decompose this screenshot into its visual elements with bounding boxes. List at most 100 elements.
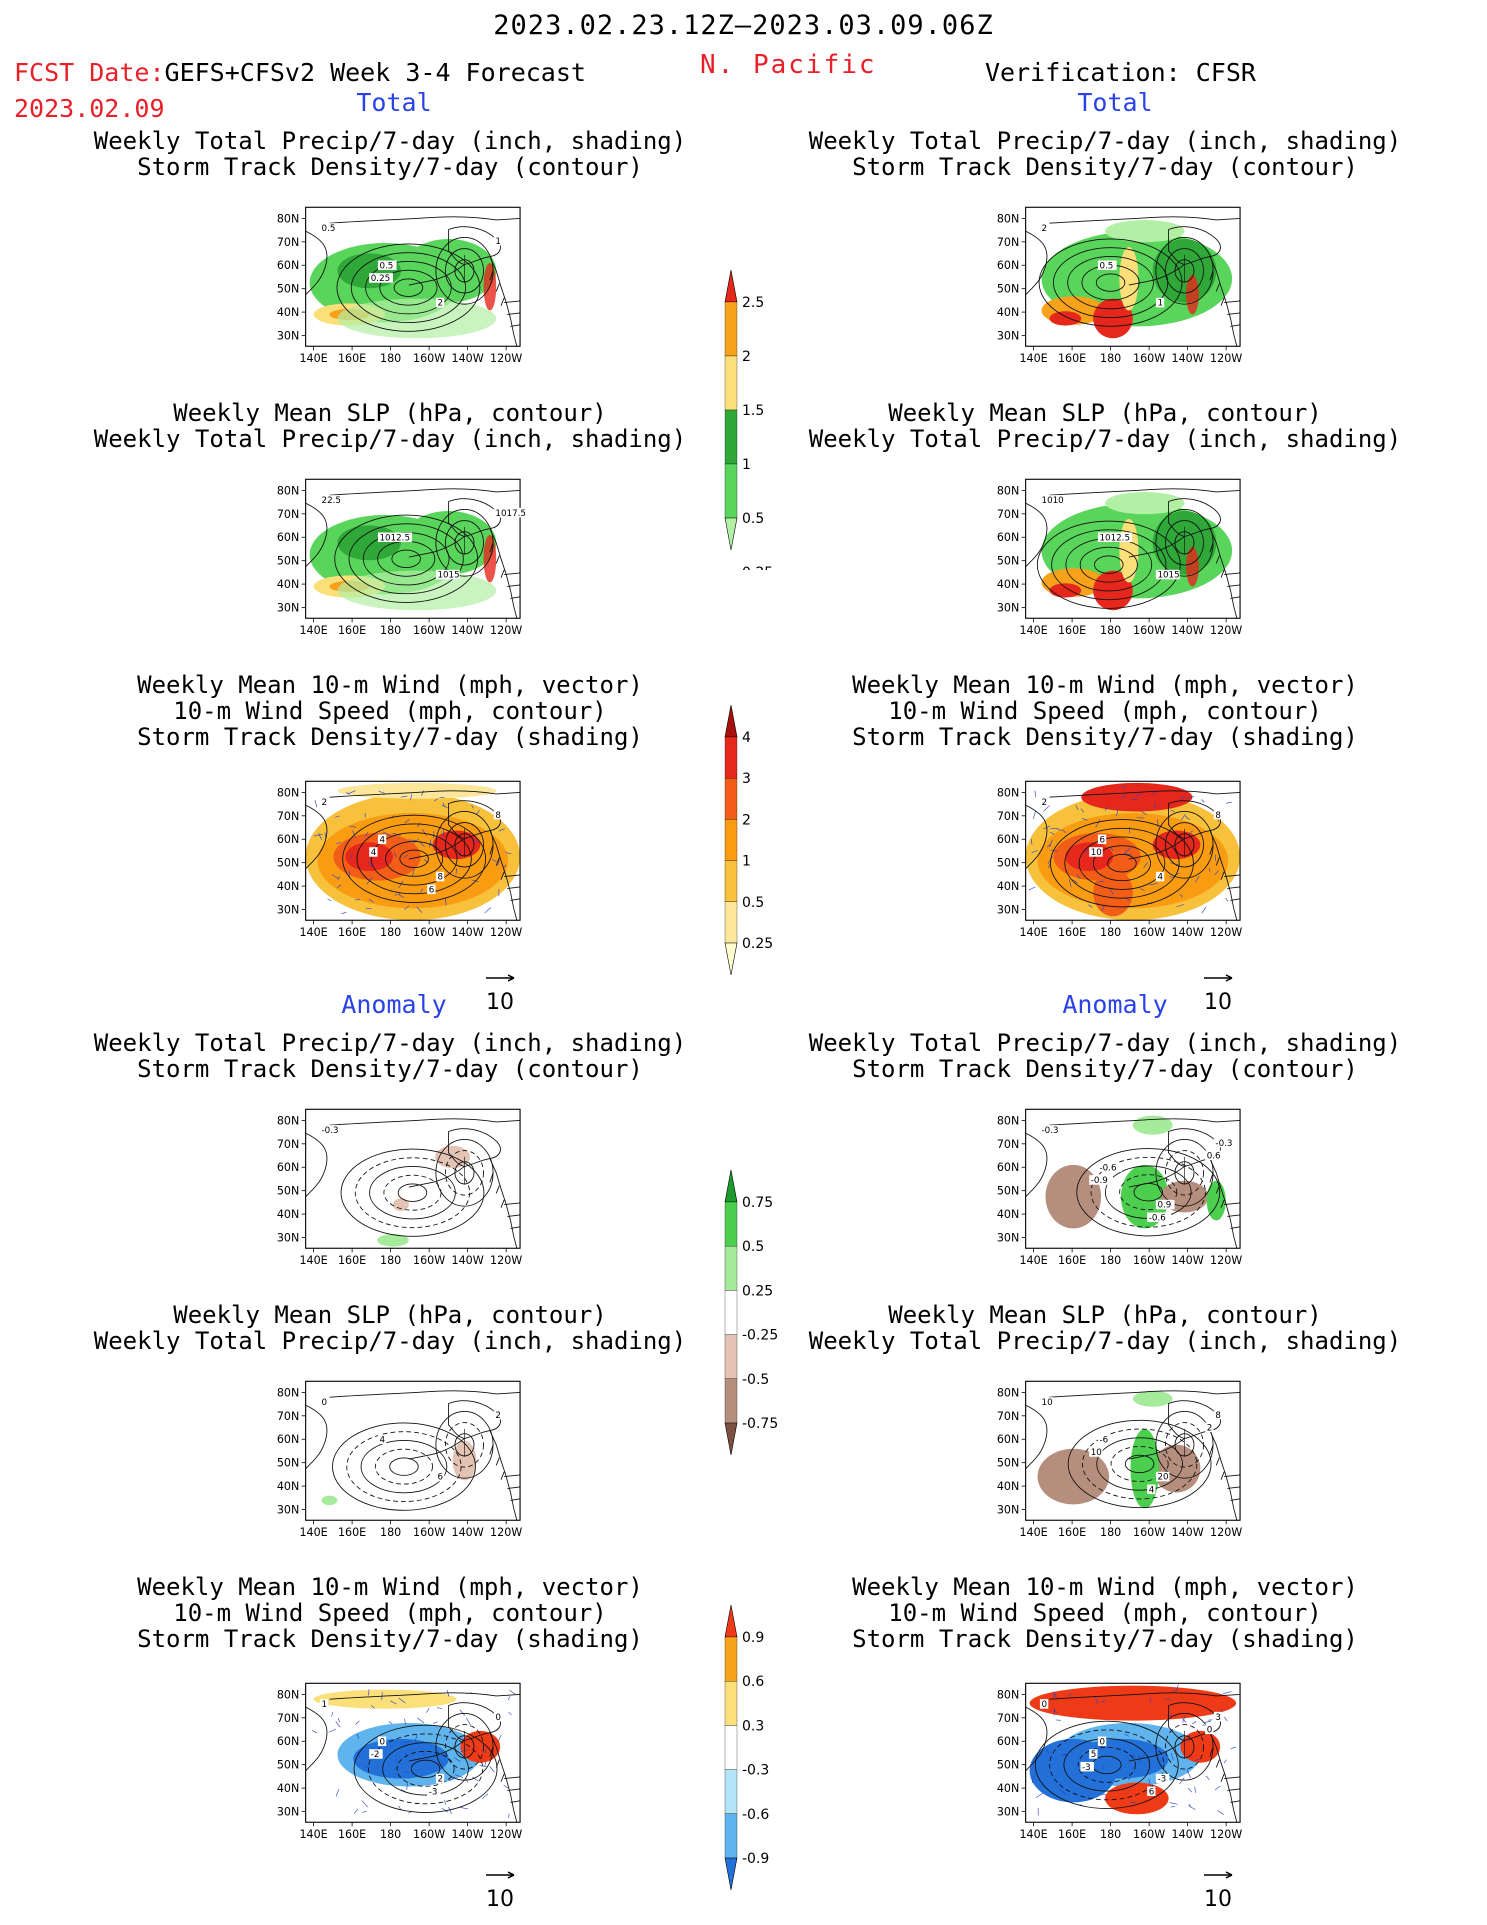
contour-line	[385, 840, 444, 877]
contour-label: 0	[380, 1737, 386, 1747]
map-frame	[305, 478, 521, 619]
contour-label: 20	[1157, 1473, 1168, 1483]
coastline	[1025, 488, 1241, 619]
contour-line	[1124, 1454, 1155, 1474]
wind-vectors	[1031, 1684, 1237, 1816]
panel-title-fc-slp-anom: Weekly Mean SLP (hPa, contour) Weekly To…	[93, 1301, 687, 1355]
colorbar-label: 0.5	[742, 1239, 764, 1255]
contour-label: 8	[1215, 811, 1221, 821]
wind-ref-label: 10	[486, 1887, 514, 1912]
lat-label: 70N	[997, 1410, 1019, 1423]
contour-line	[1050, 819, 1194, 908]
colorbar-swatch	[724, 1636, 738, 1682]
lat-label: 50N	[997, 1185, 1019, 1198]
lat-label: 30N	[277, 1806, 299, 1819]
lat-label: 30N	[277, 1232, 299, 1245]
contour-label-bg	[493, 1711, 503, 1722]
lat-label: 60N	[997, 833, 1019, 846]
contour-line	[444, 520, 484, 566]
forecast-label: FCST Date:GEFS+CFSv2 Week 3-4 Forecast	[14, 58, 586, 87]
lat-label: 60N	[997, 1161, 1019, 1174]
date-range-title: 2023.02.23.12Z–2023.03.09.06Z	[493, 10, 994, 41]
map-frame	[1025, 206, 1241, 347]
lat-label: 30N	[277, 904, 299, 917]
contour-label-bg	[493, 507, 528, 518]
colorbar-label: 3	[742, 771, 751, 787]
colorbar-cap	[724, 942, 738, 976]
lon-label: 120W	[1210, 1828, 1242, 1841]
contour-label-bg	[1205, 1724, 1214, 1735]
contour-label: 4	[380, 835, 386, 845]
contour-label: 0.9	[1157, 1201, 1171, 1211]
contour-label-bg	[1039, 1699, 1049, 1709]
contour-label: 0.6	[1207, 1152, 1221, 1162]
lon-label: 160E	[338, 624, 366, 637]
contour-line	[350, 252, 467, 324]
lat-label: 30N	[277, 330, 299, 343]
lat-label: 80N	[997, 1688, 1019, 1701]
lat-label: 40N	[277, 1208, 299, 1221]
map-panel-fc-precip-anom: -0.3 80N 70N 60N 50N 40N 30N 140E 160E 180 160W 140…	[258, 1088, 528, 1287]
contour-line	[1096, 1437, 1183, 1491]
panel-title-ob-slp-anom: Weekly Mean SLP (hPa, contour) Weekly To…	[808, 1301, 1402, 1355]
contour-label-bg	[1213, 1137, 1238, 1148]
contour-label-bg	[1155, 569, 1180, 580]
contour-label: 10	[1091, 1448, 1102, 1458]
contour-label-bg	[377, 1736, 387, 1747]
lat-label: 30N	[997, 330, 1019, 343]
map-frame	[305, 206, 521, 347]
lon-label: 120W	[1210, 926, 1242, 939]
contour-line	[340, 1148, 485, 1237]
lon-label: 140E	[299, 1254, 327, 1267]
contour-label: 0.5	[322, 224, 336, 234]
lat-label: 70N	[277, 1138, 299, 1151]
colorbar-label: -0.5	[742, 1372, 769, 1388]
colorbar-swatch	[724, 1246, 738, 1291]
contour-label: -0.6	[1100, 1163, 1117, 1173]
contour-line	[396, 1750, 455, 1787]
lon-label: 140E	[299, 926, 327, 939]
contour-label-bg	[1089, 1749, 1098, 1759]
contour-label-bg	[1213, 1711, 1223, 1722]
colorbar-storm-total: 4 3 2 1 0.5 0.25	[720, 704, 790, 999]
colorbar-swatch	[724, 1725, 738, 1770]
colorbar-cap	[724, 517, 738, 551]
colorbar-swatch	[724, 1334, 738, 1379]
lon-label: 160E	[1058, 624, 1086, 637]
map-frame	[1025, 1682, 1241, 1823]
contour-label-bg	[1089, 847, 1103, 857]
colorbar-cap	[724, 1422, 738, 1456]
lon-label: 160W	[413, 1526, 445, 1539]
lat-label: 40N	[997, 1208, 1019, 1221]
colorbar-swatch	[724, 778, 738, 820]
contour-label-bg	[1039, 495, 1064, 505]
lon-label: 120W	[490, 1526, 522, 1539]
contour-line	[1077, 1746, 1136, 1783]
coastline	[305, 1118, 521, 1249]
contour-label: 1	[495, 237, 501, 247]
shading-area	[1105, 491, 1185, 515]
coastline	[305, 1390, 521, 1521]
contour-label: 6	[1149, 1787, 1155, 1797]
panel-title-ob-slp: Weekly Mean SLP (hPa, contour) Weekly To…	[808, 399, 1402, 453]
lat-label: 30N	[997, 602, 1019, 615]
region-title: N. Pacific	[700, 50, 877, 80]
shading-area	[1049, 583, 1082, 598]
contour-label-bg	[1097, 1736, 1107, 1747]
contour-label-bg	[1039, 1397, 1054, 1407]
contour-label: -6	[1100, 1435, 1109, 1445]
colorbar-swatch	[724, 1378, 738, 1424]
colorbar-storm-anom: 0.9 0.6 0.3 -0.3 -0.6 -0.9	[720, 1604, 790, 1914]
lon-label: 120W	[490, 624, 522, 637]
colorbar-label: 1.5	[742, 403, 764, 419]
lon-label: 120W	[490, 926, 522, 939]
contour-label-bg	[1097, 834, 1107, 845]
lon-label: 160E	[1058, 1526, 1086, 1539]
contour-label: -0.6	[1149, 1213, 1166, 1223]
lon-label: 160W	[1133, 926, 1165, 939]
contour-line	[444, 822, 484, 868]
lat-label: 70N	[997, 236, 1019, 249]
lon-label: 140E	[1019, 1254, 1047, 1267]
